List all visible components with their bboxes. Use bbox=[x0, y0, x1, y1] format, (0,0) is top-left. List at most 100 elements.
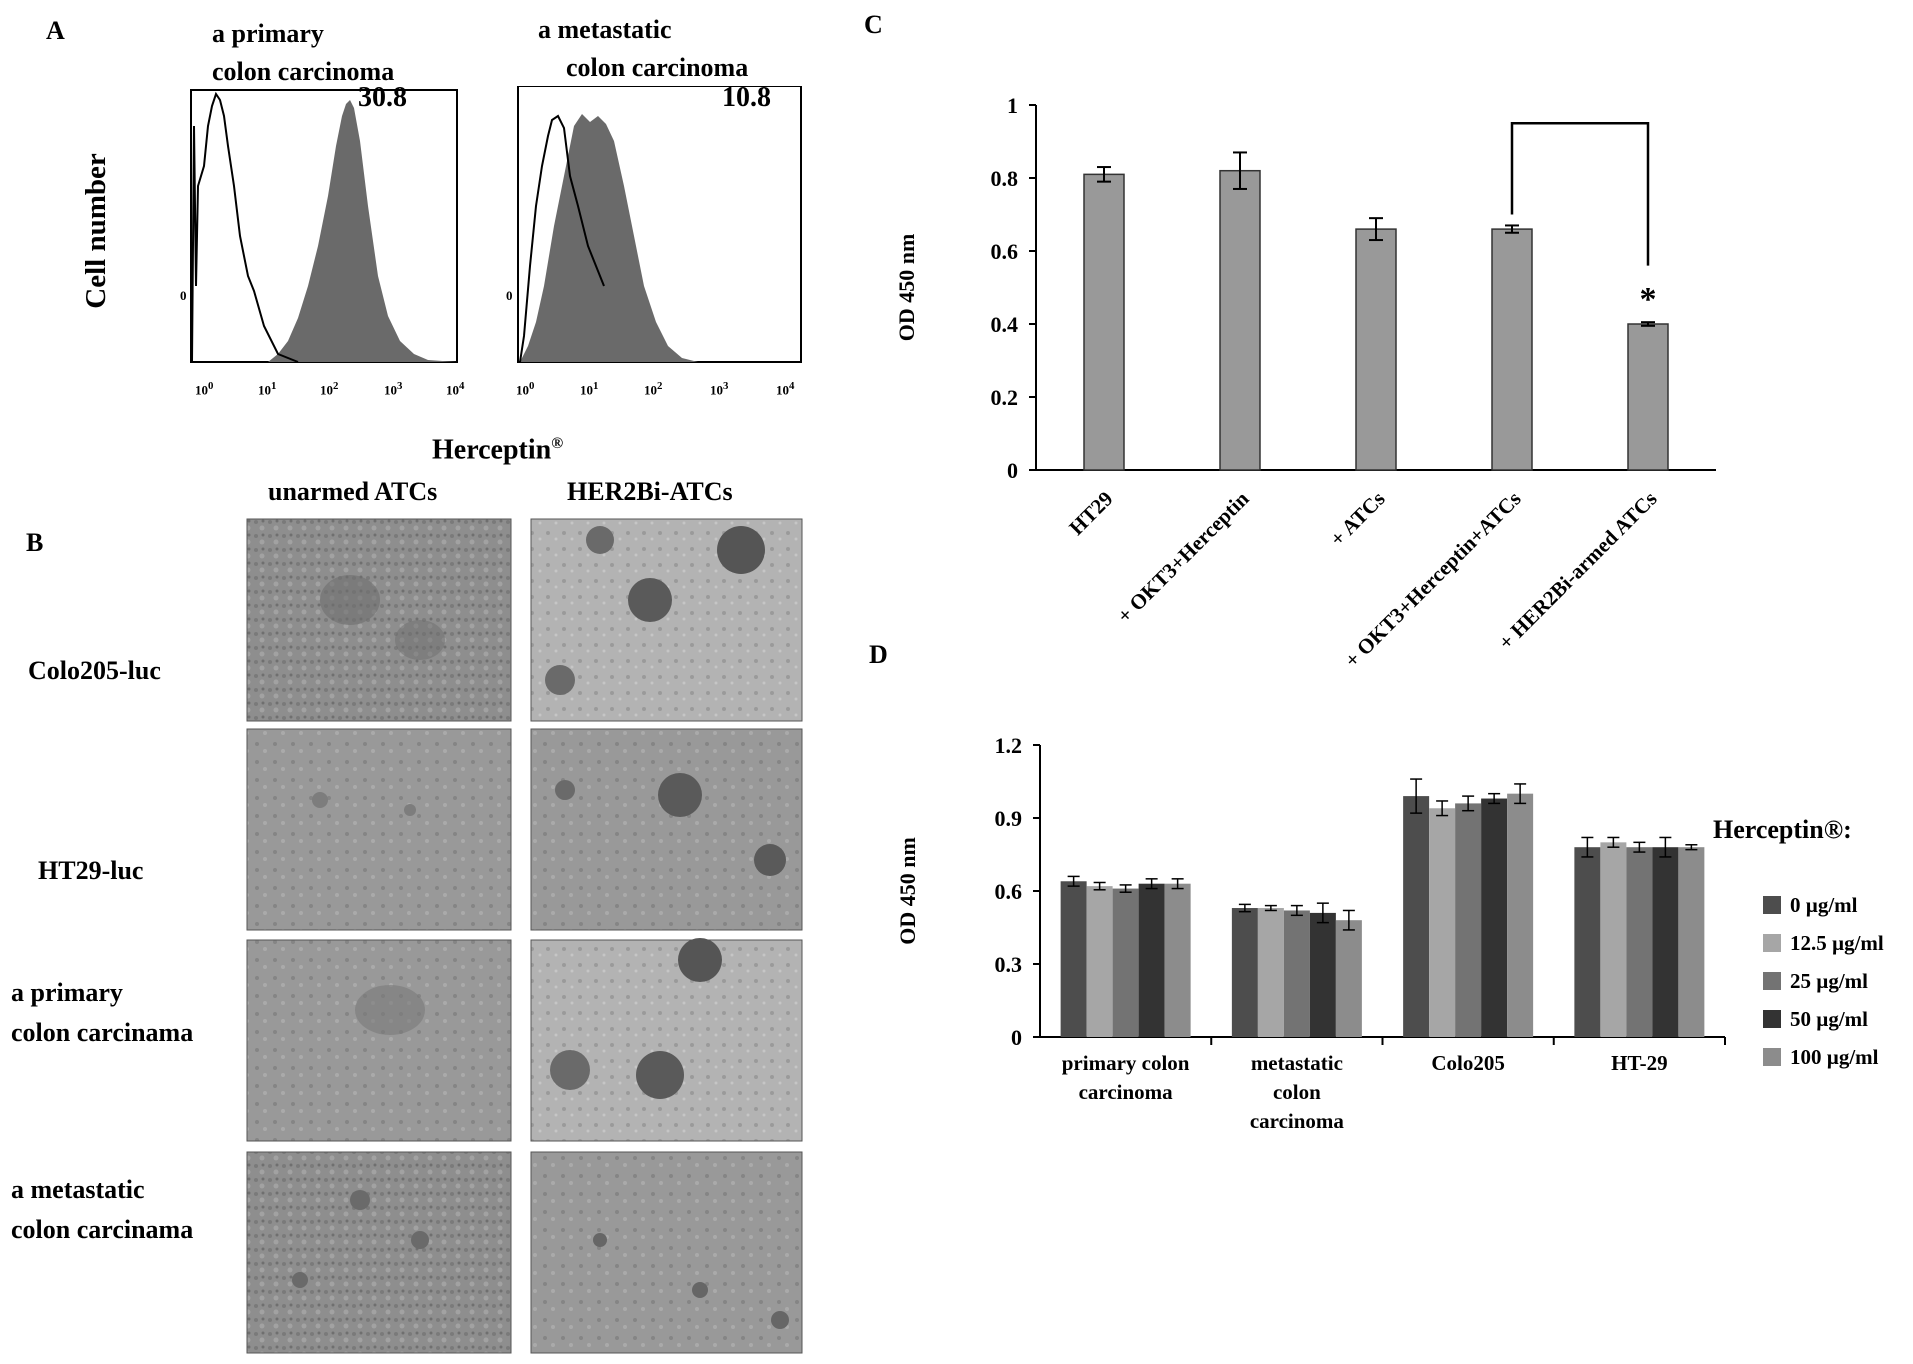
chart-c-bar bbox=[1219, 169, 1261, 471]
chart-d-legend-swatch bbox=[1763, 934, 1781, 952]
chart-c-category-label: HT29 bbox=[1064, 487, 1117, 540]
chart-d-bar bbox=[1626, 847, 1653, 1037]
hist2-value: 10.8 bbox=[722, 82, 771, 113]
chart-d-bar bbox=[1600, 842, 1627, 1037]
tick-h1-3: 103 bbox=[384, 380, 403, 398]
chart-d-ylabel: OD 450 nm bbox=[895, 837, 920, 945]
chart-d-bar bbox=[1403, 796, 1430, 1037]
hist1-value: 30.8 bbox=[358, 82, 407, 113]
chart-d-legend-title: Herceptin®: bbox=[1713, 815, 1852, 844]
chart-c-significance-star: * bbox=[1640, 281, 1657, 318]
panel-b-row4-line1: a metastatic bbox=[11, 1175, 145, 1204]
chart-d-ytick-label: 0 bbox=[1011, 1025, 1022, 1050]
panel-b-letter: B bbox=[26, 528, 44, 557]
chart-d-legend-swatch bbox=[1763, 972, 1781, 990]
panel-b-col-unarmed: unarmed ATCs bbox=[268, 477, 438, 506]
chart-d-ytick-label: 0.3 bbox=[995, 952, 1023, 977]
chart-c-ytick-label: 0.6 bbox=[991, 239, 1019, 264]
chart-d-legend-swatch bbox=[1763, 896, 1781, 914]
panel-d-letter: D bbox=[869, 640, 888, 669]
chart-c-bar bbox=[1491, 228, 1533, 471]
chart-c-ytick-label: 0.8 bbox=[991, 166, 1019, 191]
chart-d-bar bbox=[1455, 803, 1482, 1037]
chart-d-ytick-label: 0.6 bbox=[995, 879, 1023, 904]
chart-d-legend-label: 12.5 µg/ml bbox=[1790, 931, 1884, 955]
chart-c-ytick-label: 0.4 bbox=[991, 312, 1019, 337]
micro-unarmed-metastatic bbox=[246, 1151, 512, 1354]
histogram-metastatic: 0 bbox=[506, 86, 802, 363]
chart-d-legend-label: 25 µg/ml bbox=[1790, 969, 1868, 993]
tick-h1-0: 100 bbox=[195, 380, 214, 398]
chart-d-category-label: carcinoma bbox=[1079, 1080, 1174, 1104]
chart-c-bar bbox=[1083, 173, 1125, 471]
chart-c-ylabel: OD 450 nm bbox=[894, 234, 919, 342]
hist2-title-line1: a metastatic bbox=[538, 15, 672, 44]
panel-b-row4-line2: colon carcinama bbox=[11, 1215, 194, 1244]
micro-her2bi-metastatic bbox=[530, 1151, 803, 1354]
panel-b-row1-label: Colo205-luc bbox=[28, 656, 161, 685]
panel-b-micrographs bbox=[246, 518, 803, 1354]
panel-b-row3-line1: a primary bbox=[11, 978, 123, 1007]
chart-d-bar bbox=[1086, 886, 1113, 1037]
chart-d-ytick-label: 1.2 bbox=[995, 733, 1023, 758]
chart-c-bar bbox=[1355, 228, 1397, 471]
chart-d-bar bbox=[1164, 883, 1191, 1037]
panel-a-xlabel: Herceptin® bbox=[432, 434, 564, 466]
chart-d-bar bbox=[1112, 888, 1139, 1037]
hist1-title-line2: colon carcinoma bbox=[212, 57, 395, 86]
chart-d-bar bbox=[1574, 847, 1601, 1037]
micro-her2bi-colo205 bbox=[530, 518, 803, 722]
svg-text:0: 0 bbox=[180, 288, 187, 303]
chart-d-bar bbox=[1283, 910, 1310, 1037]
chart-d-bar bbox=[1507, 793, 1534, 1037]
chart-c-bar bbox=[1627, 323, 1669, 471]
chart-d-legend-label: 50 µg/ml bbox=[1790, 1007, 1868, 1031]
chart-c: 0 0.2 0.4 0.6 0.8 1 OD 450 nm HT29+ OKT3+Hercep… bbox=[894, 93, 1716, 672]
chart-d-category-label: carcinoma bbox=[1250, 1109, 1345, 1133]
chart-d-legend-swatch bbox=[1763, 1010, 1781, 1028]
tick-h1-1: 101 bbox=[258, 380, 277, 398]
chart-d-bar bbox=[1481, 798, 1508, 1037]
chart-c-category-label: + ATCs bbox=[1325, 487, 1389, 551]
chart-d-ytick-label: 0.9 bbox=[995, 806, 1023, 831]
chart-d-bar bbox=[1257, 908, 1284, 1037]
chart-d-category-label: primary colon bbox=[1062, 1051, 1190, 1075]
svg-text:0: 0 bbox=[506, 288, 513, 303]
chart-d-bar bbox=[1652, 847, 1679, 1037]
chart-d: 0 0.3 0.6 0.9 1.2 OD 450 nm primary colon carci… bbox=[895, 733, 1884, 1133]
chart-d-bar bbox=[1429, 808, 1456, 1037]
chart-d-bar bbox=[1060, 881, 1087, 1037]
tick-h1-4: 104 bbox=[446, 380, 465, 398]
chart-d-category-label: HT-29 bbox=[1611, 1051, 1667, 1075]
chart-c-ytick-label: 0.2 bbox=[991, 385, 1019, 410]
chart-d-legend-label: 0 µg/ml bbox=[1790, 893, 1858, 917]
chart-d-legend-swatch bbox=[1763, 1048, 1781, 1066]
histogram-primary: 0 bbox=[180, 89, 458, 363]
tick-h2-4: 104 bbox=[776, 380, 795, 398]
micro-her2bi-ht29 bbox=[530, 728, 803, 931]
hist1-title-line1: a primary bbox=[212, 19, 324, 48]
micro-unarmed-ht29 bbox=[246, 728, 512, 931]
panel-b-row3-line2: colon carcinama bbox=[11, 1018, 194, 1047]
panel-a-letter: A bbox=[46, 16, 65, 45]
panel-b-col-her2bi: HER2Bi-ATCs bbox=[567, 477, 733, 506]
micro-her2bi-primary bbox=[530, 938, 803, 1142]
chart-d-bar bbox=[1138, 883, 1165, 1037]
chart-d-category-label: colon bbox=[1273, 1080, 1321, 1104]
chart-d-bar bbox=[1678, 847, 1705, 1037]
panel-b-row2-label: HT29-luc bbox=[38, 856, 144, 885]
chart-d-bar bbox=[1231, 908, 1258, 1037]
chart-c-ytick-label: 1 bbox=[1007, 93, 1018, 118]
micro-unarmed-primary bbox=[246, 939, 512, 1142]
tick-h2-1: 101 bbox=[580, 380, 599, 398]
tick-h2-2: 102 bbox=[644, 380, 663, 398]
panel-a-xticks: 100 101 102 103 104 100 101 102 103 104 bbox=[180, 368, 820, 398]
chart-c-category-label: + HER2Bi-armed ATCs bbox=[1494, 487, 1662, 655]
panel-a-histograms: 0 0 bbox=[180, 86, 802, 363]
chart-d-category-label: Colo205 bbox=[1431, 1051, 1505, 1075]
tick-h2-3: 103 bbox=[710, 380, 729, 398]
chart-c-ytick-label: 0 bbox=[1007, 458, 1018, 483]
tick-h2-0: 100 bbox=[516, 380, 535, 398]
chart-d-category-label: metastatic bbox=[1251, 1051, 1343, 1075]
hist2-title-line2: colon carcinoma bbox=[566, 53, 749, 82]
